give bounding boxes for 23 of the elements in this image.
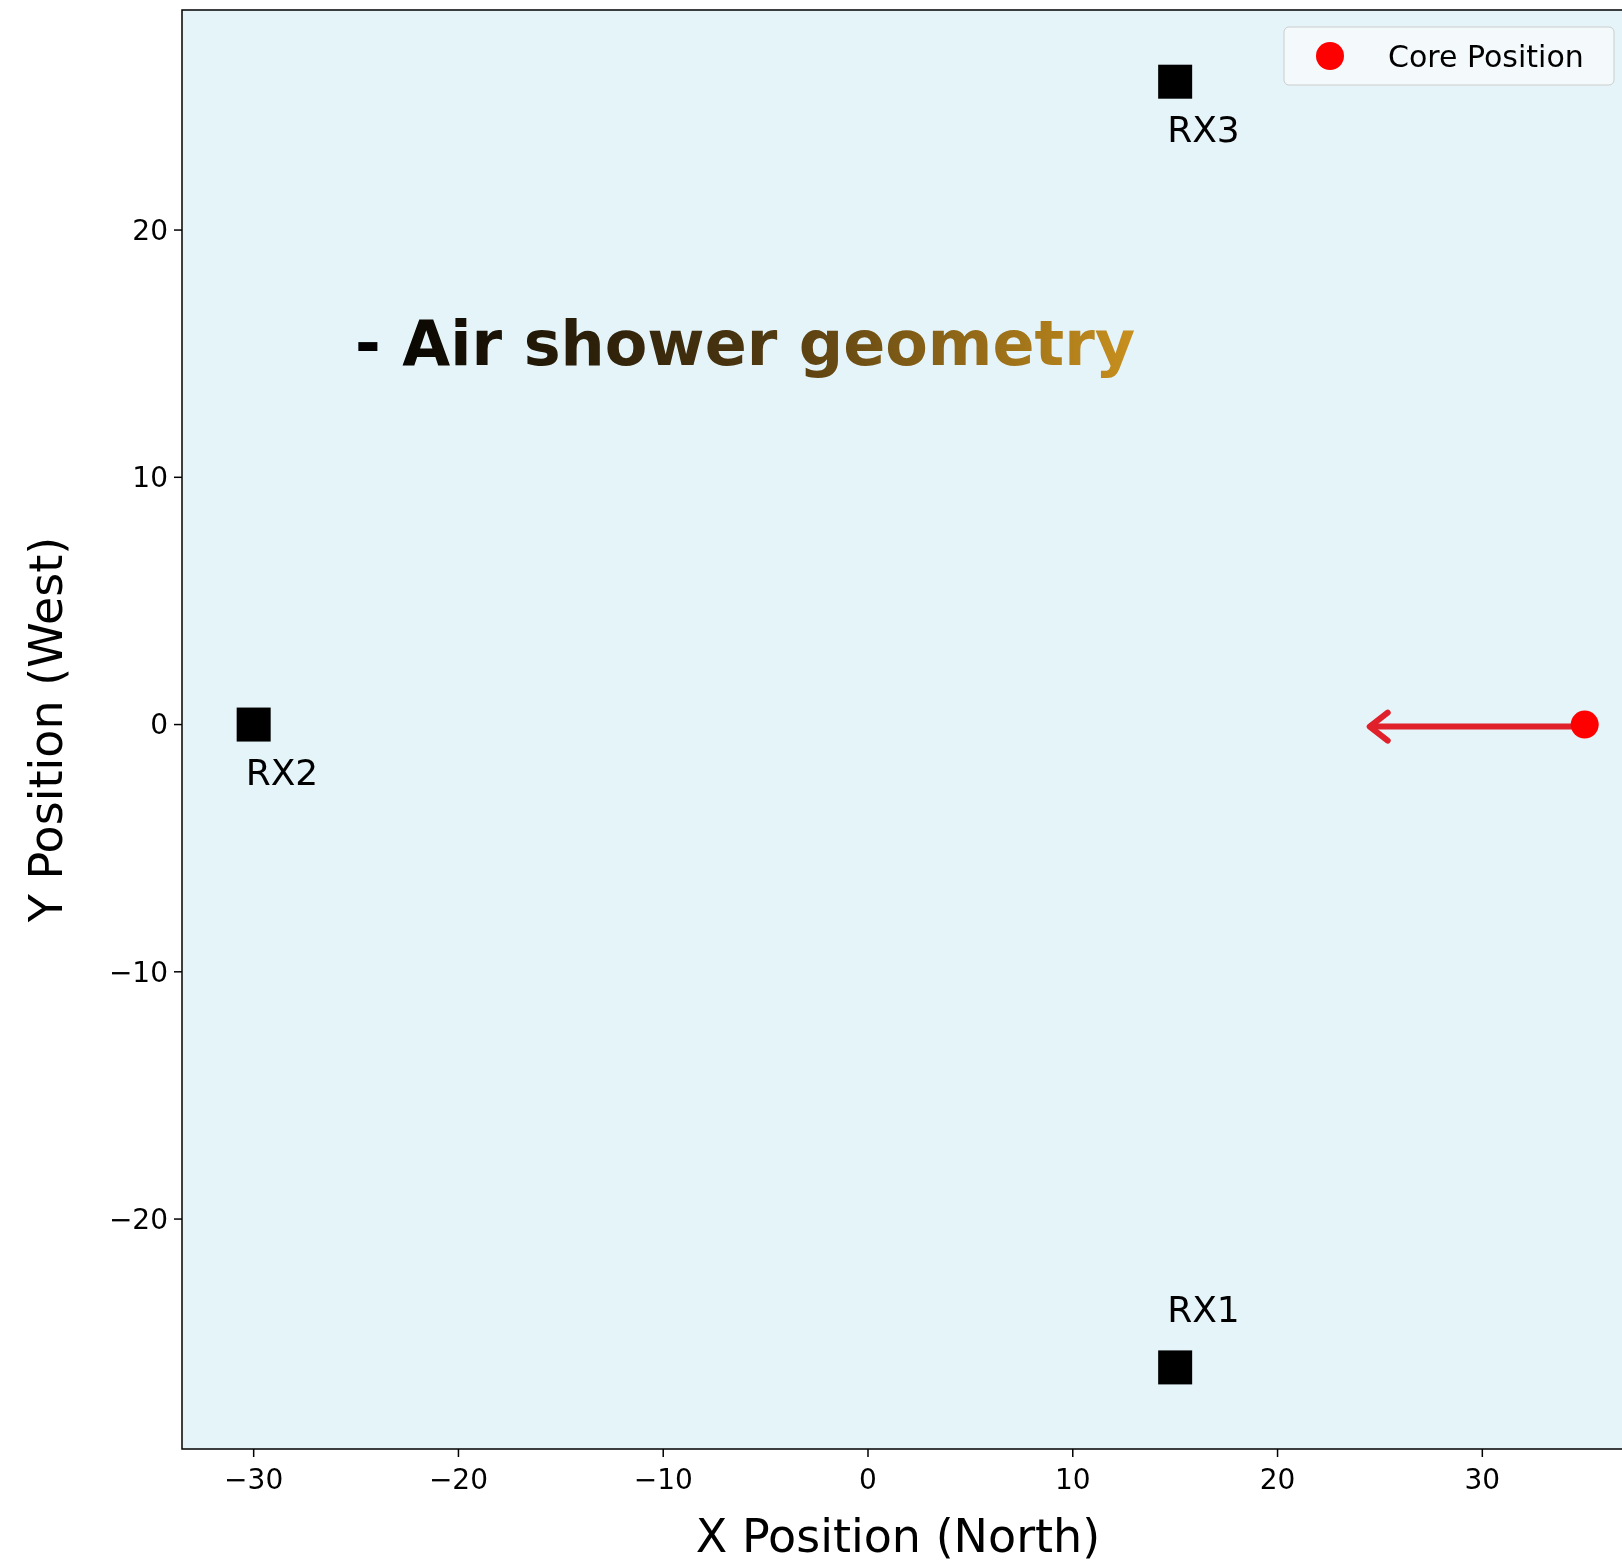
- x-tick-label: −10: [633, 1463, 693, 1496]
- point: [1570, 710, 1599, 739]
- point: [1158, 64, 1193, 99]
- x-tick-label: −30: [224, 1463, 284, 1496]
- x-tick-label: 20: [1259, 1463, 1296, 1496]
- point: [1158, 1350, 1193, 1385]
- x-tick-label: 30: [1464, 1463, 1501, 1496]
- annotation: RX3: [1167, 108, 1240, 150]
- y-axis-title: Y Position (West): [19, 536, 73, 924]
- y-tick-label: −10: [108, 955, 168, 989]
- annotation: RX2: [245, 751, 319, 793]
- x-axis-title: X Position (North): [695, 1509, 1101, 1563]
- point: [236, 707, 271, 742]
- annotation: RX1: [1167, 1289, 1240, 1331]
- x-tick-label: −20: [428, 1463, 488, 1496]
- x-tick-label: 10: [1054, 1463, 1091, 1496]
- legend-label: Core Position: [1388, 38, 1584, 74]
- y-tick-label: −20: [108, 1202, 168, 1236]
- x-tick-label: 0: [859, 1463, 877, 1496]
- y-tick-label: 20: [132, 213, 168, 247]
- annotation: - Air shower geometry: [355, 307, 1136, 380]
- y-tick-label: 0: [150, 708, 168, 742]
- y-tick-label: 10: [132, 461, 168, 495]
